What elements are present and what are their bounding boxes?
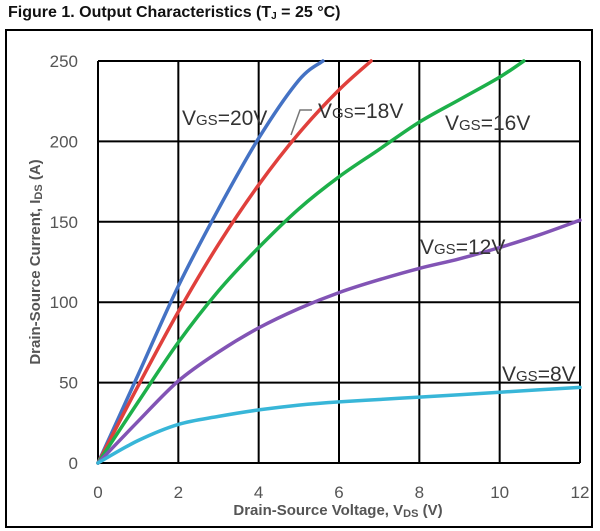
x-tick-label: 4 [254, 483, 263, 502]
x-tick-label: 2 [174, 483, 183, 502]
y-tick-label: 250 [50, 52, 78, 71]
tick-labels: 0 2 4 6 8 10 12 0 50 100 150 200 250 [50, 52, 590, 502]
y-axis-title-unit: (A) [27, 159, 44, 184]
figure-title: Figure 1. Output Characteristics (TJ = 2… [8, 4, 340, 22]
chart-frame [5, 29, 593, 528]
x-axis-title-unit: (V) [418, 502, 442, 519]
vgs-18v-leader [290, 109, 312, 136]
y-tick-label: 0 [69, 454, 78, 473]
series-line-vgs-16v [96, 59, 526, 465]
x-tick-label: 6 [334, 483, 343, 502]
x-tick-label: 0 [93, 483, 102, 502]
x-axis-title-subscript: DS [403, 508, 418, 520]
series-label-vgs-20v: VGS=20V [182, 107, 267, 130]
y-axis-title: Drain-Source Current, IDS (A) [27, 159, 45, 364]
series-label-vgs-18v: VGS=18V [318, 100, 403, 123]
y-tick-label: 50 [59, 374, 78, 393]
series-annotations: VGS=20V VGS=18V VGS=16V VGS=12V VGS=8V [182, 100, 576, 386]
y-axis-title-main: Drain-Source Current, I [27, 200, 44, 365]
figure-title-subscript: J [271, 11, 277, 22]
y-tick-label: 200 [50, 132, 78, 151]
series-line-vgs-12v [96, 218, 582, 465]
y-tick-label: 100 [50, 293, 78, 312]
series-line-vgs-18v [96, 59, 373, 465]
figure-title-prefix: Figure 1. Output Characteristics (T [8, 4, 272, 21]
series-label-vgs-12v: VGS=12V [420, 236, 505, 259]
series-lines [96, 59, 582, 465]
x-tick-label: 12 [571, 483, 590, 502]
series-label-vgs-8v: VGS=8V [502, 363, 576, 386]
x-axis-title-main: Drain-Source Voltage, V [233, 502, 403, 519]
y-axis-title-subscript: DS [33, 184, 45, 199]
x-tick-label: 8 [415, 483, 424, 502]
x-axis-title: Drain-Source Voltage, VDS (V) [233, 502, 442, 520]
series-line-vgs-8v [96, 385, 582, 465]
y-tick-label: 150 [50, 213, 78, 232]
series-line-vgs-20v [96, 59, 325, 465]
grid-lines [97, 60, 581, 464]
x-tick-label: 10 [490, 483, 509, 502]
figure-title-suffix: = 25 °C) [276, 4, 341, 21]
series-label-vgs-16v: VGS=16V [445, 112, 530, 135]
